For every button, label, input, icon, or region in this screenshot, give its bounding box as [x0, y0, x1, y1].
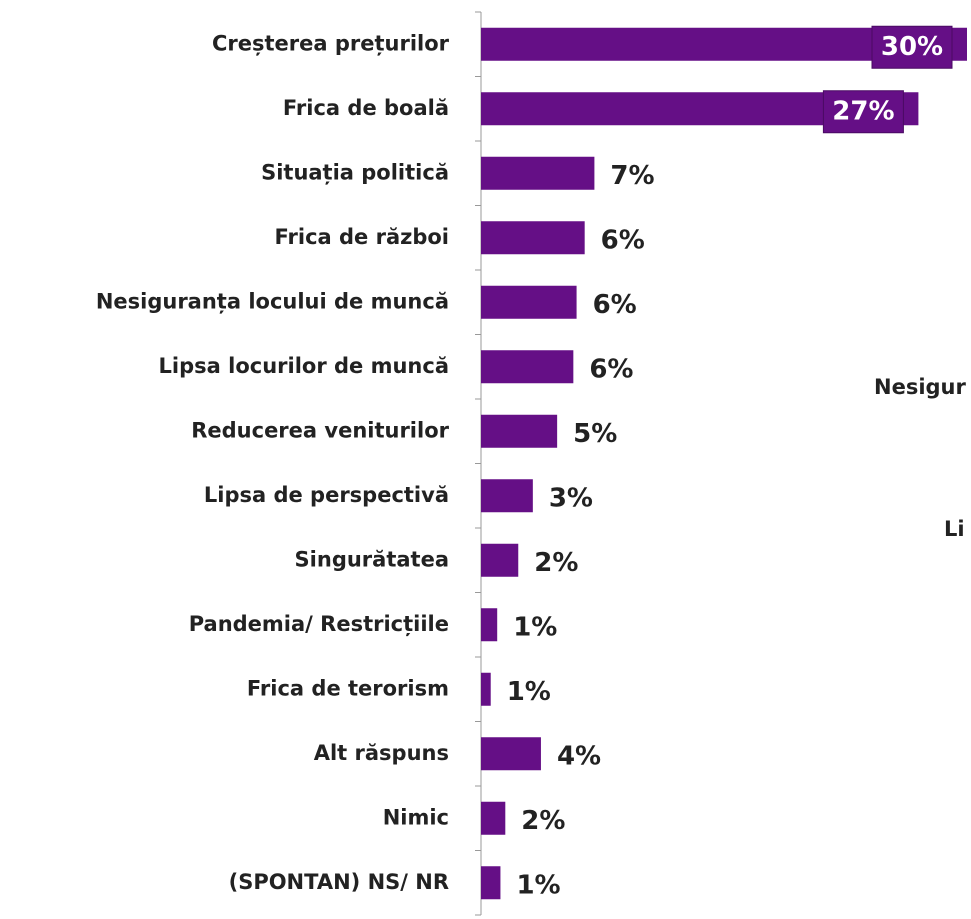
value-label: 3% — [549, 483, 593, 513]
bar — [481, 414, 558, 448]
y-tick-label: Nesiguranța locului de muncă — [96, 289, 449, 314]
value-label: 30% — [881, 32, 943, 62]
y-tick-label: Reducerea veniturilor — [191, 418, 449, 442]
annotation: Nesigur — [874, 375, 966, 399]
y-tick-label: (SPONTAN) NS/ NR — [229, 870, 449, 894]
y-tick-label: Frica de boală — [283, 96, 449, 120]
value-label: 1% — [516, 870, 560, 900]
value-label: 27% — [832, 96, 894, 126]
bar — [481, 866, 501, 900]
bar — [481, 285, 577, 319]
value-label: 6% — [593, 290, 637, 320]
bar — [481, 479, 533, 513]
bar — [481, 543, 519, 577]
value-label: 6% — [589, 354, 633, 384]
y-tick-label: Frica de terorism — [247, 676, 449, 700]
bar — [481, 350, 574, 384]
y-tick-label: Lipsa locurilor de muncă — [159, 354, 449, 378]
value-label: 5% — [573, 419, 617, 449]
value-label-box — [822, 90, 904, 134]
y-tick-label: Lipsa de perspectivă — [204, 483, 449, 507]
value-label: 6% — [601, 225, 645, 255]
bar — [481, 608, 498, 642]
bar — [481, 801, 506, 835]
bar — [481, 737, 541, 771]
value-label: 4% — [557, 741, 601, 771]
bar — [481, 156, 595, 190]
value-label: 7% — [610, 161, 654, 191]
y-tick-label: Pandemia/ Restricțiile — [189, 612, 449, 637]
y-tick-label: Nimic — [383, 805, 449, 829]
value-label: 1% — [507, 677, 551, 707]
y-tick-label: Situația politică — [261, 160, 449, 185]
bar — [481, 672, 491, 706]
y-tick-label: Creșterea prețurilor — [212, 31, 450, 56]
value-label: 2% — [534, 548, 578, 578]
y-tick-label: Frica de război — [275, 225, 449, 249]
annotation: Li — [944, 517, 965, 541]
value-label-box — [871, 25, 953, 69]
value-label: 1% — [513, 612, 557, 642]
y-tick-label: Singurătatea — [295, 547, 449, 571]
value-label: 2% — [521, 806, 565, 836]
bar — [481, 221, 585, 255]
y-tick-label: Alt răspuns — [314, 741, 449, 765]
